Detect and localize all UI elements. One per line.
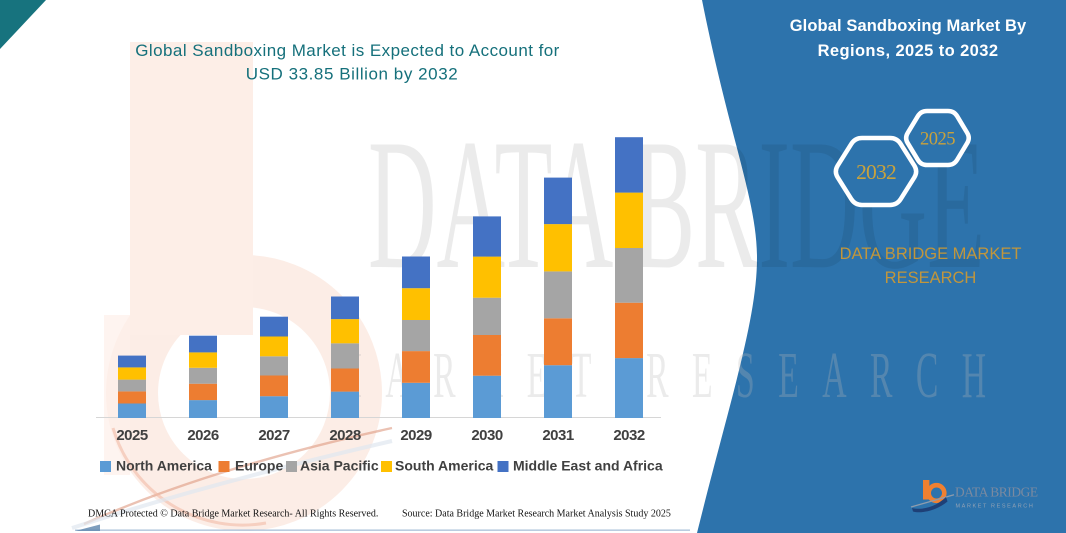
svg-text:2028: 2028	[329, 427, 361, 444]
svg-text:2031: 2031	[542, 427, 574, 444]
svg-text:USD 33.85 Billion by 2032: USD 33.85 Billion by 2032	[246, 65, 458, 84]
svg-text:North America: North America	[116, 458, 212, 474]
svg-text:Regions, 2025 to 2032: Regions, 2025 to 2032	[818, 42, 999, 60]
svg-text:DMCA Protected © Data Bridge M: DMCA Protected © Data Bridge Market Rese…	[88, 509, 378, 520]
svg-text:MARKET RESEARCH: MARKET RESEARCH	[956, 504, 1035, 510]
svg-text:2032: 2032	[856, 160, 896, 184]
svg-text:Source: Data Bridge Market Res: Source: Data Bridge Market Research Mark…	[402, 509, 671, 520]
svg-text:2027: 2027	[258, 427, 290, 444]
svg-text:Middle East and Africa: Middle East and Africa	[513, 458, 663, 474]
svg-text:MARKET RESEARCH: MARKET RESEARCH	[332, 339, 1010, 412]
svg-text:Asia Pacific: Asia Pacific	[300, 458, 379, 474]
svg-text:2026: 2026	[187, 427, 219, 444]
svg-text:Europe: Europe	[235, 458, 283, 474]
svg-text:2030: 2030	[471, 427, 503, 444]
svg-text:South America: South America	[395, 458, 493, 474]
svg-text:2029: 2029	[400, 427, 432, 444]
svg-text:Global Sandboxing Market is Ex: Global Sandboxing Market is Expected to …	[135, 41, 560, 60]
svg-text:RESEARCH: RESEARCH	[885, 269, 977, 287]
svg-text:DATA BRIDGE: DATA BRIDGE	[955, 485, 1038, 500]
svg-text:2025: 2025	[920, 130, 955, 150]
svg-text:2032: 2032	[613, 427, 645, 444]
svg-text:DATA BRIDGE MARKET: DATA BRIDGE MARKET	[840, 245, 1022, 263]
svg-text:2025: 2025	[116, 427, 148, 444]
svg-text:Global Sandboxing Market By: Global Sandboxing Market By	[790, 17, 1027, 35]
